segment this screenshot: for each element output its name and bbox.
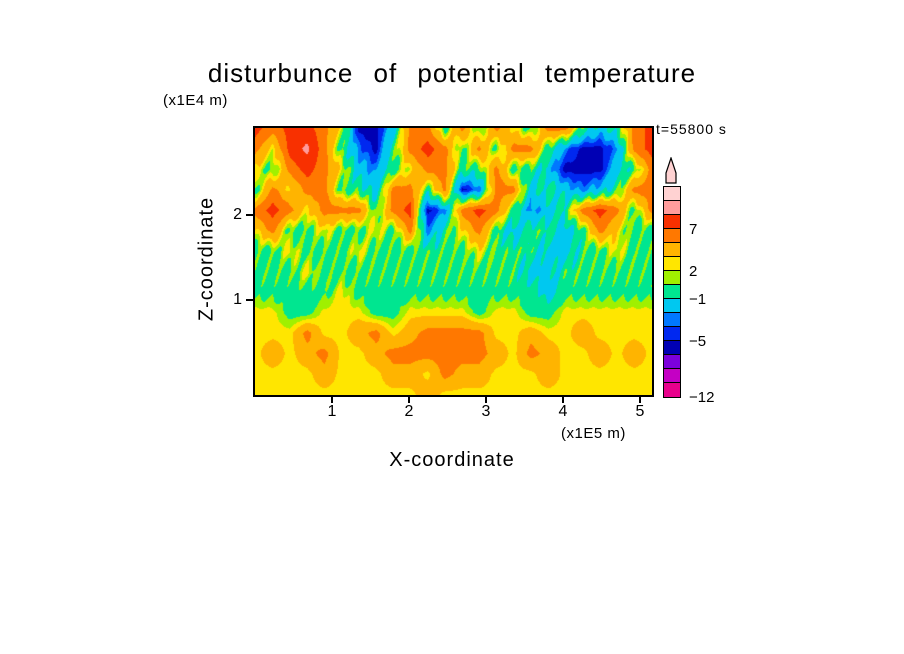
colorbar-label: 7 [689, 221, 698, 238]
colorbar-cell [664, 355, 680, 369]
colorbar-arrow-icon [665, 157, 677, 184]
x-tick-mark [562, 397, 564, 403]
colorbar-cell [664, 257, 680, 271]
colorbar-cell [664, 369, 680, 383]
colorbar-cell [664, 215, 680, 229]
x-tick-label: 2 [404, 403, 414, 420]
colorbar-cell [664, 313, 680, 327]
colorbar-cell [664, 243, 680, 257]
colorbar-cell [664, 383, 680, 397]
x-axis-unit: (x1E5 m) [561, 425, 626, 442]
colorbar-cell [664, 327, 680, 341]
colorbar-cell [664, 341, 680, 355]
colorbar-label: 2 [689, 263, 698, 280]
z-tick-mark [246, 299, 253, 301]
x-tick-mark [485, 397, 487, 403]
colorbar-label: −1 [689, 291, 707, 308]
z-tick-label: 2 [233, 206, 242, 223]
colorbar-cell [664, 299, 680, 313]
contour-canvas [255, 128, 652, 395]
chart-title: disturbunce of potential temperature [207, 58, 697, 88]
z-tick-label: 1 [233, 291, 242, 308]
x-tick-mark [639, 397, 641, 403]
z-tick-mark [246, 214, 253, 216]
z-axis-title: Z-coordinate [195, 196, 218, 322]
x-tick-mark [331, 397, 333, 403]
colorbar-cell [664, 187, 680, 201]
colorbar-cells [663, 186, 681, 398]
z-axis-unit: (x1E4 m) [163, 92, 228, 109]
x-tick-label: 5 [635, 403, 645, 420]
colorbar-cell [664, 201, 680, 215]
colorbar-cell [664, 285, 680, 299]
colorbar-cell [664, 229, 680, 243]
x-tick-label: 3 [481, 403, 491, 420]
colorbar-label: −5 [689, 333, 707, 350]
time-annotation: t=55800 s [656, 121, 727, 137]
colorbar-cell [664, 271, 680, 285]
plot-area [253, 126, 654, 397]
x-tick-label: 1 [327, 403, 337, 420]
x-tick-mark [408, 397, 410, 403]
colorbar-label: −12 [689, 389, 715, 406]
x-tick-label: 4 [558, 403, 568, 420]
x-axis-title: X-coordinate [389, 449, 515, 471]
